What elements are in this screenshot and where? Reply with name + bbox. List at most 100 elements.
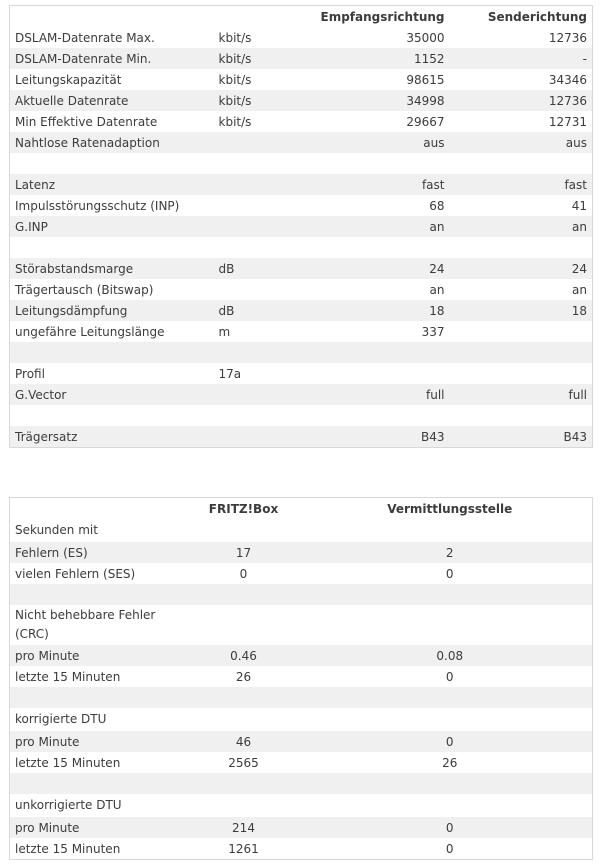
- stat-row: pro Minute 0.46 0.08: [9, 645, 593, 666]
- row-label: DSLAM-Datenrate Min.: [15, 51, 152, 66]
- fritzbox-value: 46: [235, 734, 252, 749]
- rx-value: B43: [420, 429, 445, 444]
- group-heading: unkorrigierte DTU: [15, 798, 122, 812]
- unit: [214, 132, 304, 153]
- empty-cell: [308, 794, 593, 817]
- rx-value: 98615: [406, 72, 445, 87]
- group-heading: Nicht behebbare Fehler (CRC): [15, 608, 156, 641]
- line-stats-table: Empfangsrichtung Senderichtung DSLAM-Dat…: [9, 5, 593, 448]
- tx-value: 34346: [548, 72, 587, 87]
- empty-cell: [180, 519, 308, 542]
- group-heading-row: Nicht behebbare Fehler (CRC): [10, 605, 593, 645]
- tx-value: 18: [571, 303, 587, 318]
- rx-value: 18: [429, 303, 445, 318]
- tx-value: full: [568, 387, 588, 402]
- header-cell: [214, 6, 304, 28]
- row-label: DSLAM-Datenrate Max.: [15, 30, 155, 45]
- exchange-value: 2: [445, 545, 454, 560]
- tx-value: [450, 321, 593, 342]
- stat-row: ungefähre Leitungslänge m 337: [10, 321, 593, 342]
- rx-value: 24: [429, 261, 445, 276]
- spacer-row: [10, 237, 593, 258]
- rx-value: fast: [421, 177, 445, 192]
- unit: [214, 174, 304, 195]
- unit: kbit/s: [218, 51, 252, 66]
- row-label: Latenz: [15, 177, 56, 192]
- row-label: Störabstandsmarge: [15, 261, 134, 276]
- unit: [214, 279, 304, 300]
- fritzbox-value: 2565: [228, 755, 259, 770]
- row-label: Nahtlose Ratenadaption: [15, 135, 160, 150]
- row-label: G.INP: [15, 219, 48, 234]
- group-heading-row: korrigierte DTU: [10, 708, 593, 731]
- unit: [214, 195, 304, 216]
- tx-value: an: [572, 219, 587, 234]
- error-stats-table: FRITZ!Box Vermittlungsstelle Sekunden mi…: [9, 497, 593, 860]
- exchange-value: 0: [445, 734, 454, 749]
- stat-row: DSLAM-Datenrate Max. kbit/s 35000 12736: [10, 27, 593, 48]
- rx-value: 337: [421, 324, 445, 339]
- spacer-row: [9, 342, 593, 363]
- empty-cell: [180, 794, 308, 817]
- exchange-value: 0: [445, 820, 454, 835]
- row-label: Trägertausch (Bitswap): [15, 282, 154, 297]
- row-label: Min Effektive Datenrate: [15, 114, 158, 129]
- unit: dB: [218, 303, 235, 318]
- unit: [214, 216, 304, 237]
- rx-value: full: [426, 387, 445, 402]
- unit: [214, 426, 304, 448]
- tx-value: B43: [563, 429, 587, 444]
- fritzbox-value: 26: [235, 669, 252, 684]
- header-cell: Empfangsrichtung: [320, 9, 445, 24]
- stat-row: pro Minute 214 0: [9, 817, 593, 838]
- rx-value: an: [429, 219, 445, 234]
- empty-cell: [180, 708, 308, 731]
- spacer-cell: [10, 405, 593, 426]
- header-cell: [10, 6, 214, 28]
- row-label: Leitungsdämpfung: [15, 303, 128, 318]
- stat-row: DSLAM-Datenrate Min. kbit/s 1152 -: [9, 48, 593, 69]
- stat-row: Latenz fast fast: [9, 174, 593, 195]
- row-label: Leitungskapazität: [15, 72, 122, 87]
- rx-value: 1152: [413, 51, 445, 66]
- rx-value: [304, 363, 450, 384]
- group-heading: korrigierte DTU: [15, 712, 107, 726]
- row-label: Trägersatz: [15, 429, 78, 444]
- rx-value: 34998: [406, 93, 445, 108]
- stat-row: letzte 15 Minuten 2565 26: [10, 752, 593, 773]
- tx-value: fast: [564, 177, 587, 192]
- fritzbox-value: 1261: [228, 841, 259, 856]
- row-label: pro Minute: [15, 734, 80, 749]
- exchange-value: 0: [445, 566, 454, 581]
- header-cell: [10, 498, 180, 520]
- tx-value: -: [582, 51, 587, 66]
- rx-value: aus: [423, 135, 445, 150]
- fritzbox-value: 17: [235, 545, 252, 560]
- rx-value: 35000: [406, 30, 445, 45]
- rx-value: 29667: [406, 114, 445, 129]
- unit: kbit/s: [218, 72, 252, 87]
- unit: kbit/s: [218, 114, 252, 129]
- unit: kbit/s: [218, 93, 252, 108]
- header-cell: Senderichtung: [487, 9, 587, 24]
- stat-row: Störabstandsmarge dB 24 24: [9, 258, 593, 279]
- spacer-cell: [10, 342, 593, 363]
- stat-row: Trägersatz B43 B43: [9, 426, 593, 448]
- spacer-row: [10, 153, 593, 174]
- unit: kbit/s: [218, 30, 252, 45]
- stat-row: Nahtlose Ratenadaption aus aus: [9, 132, 593, 153]
- stat-row: Trägertausch (Bitswap) an an: [10, 279, 593, 300]
- stat-row: G.INP an an: [9, 216, 593, 237]
- rx-value: an: [429, 282, 445, 297]
- unit: 17a: [218, 366, 242, 381]
- rx-value: 68: [429, 198, 445, 213]
- empty-cell: [308, 605, 593, 645]
- exchange-value: 0: [445, 669, 454, 684]
- tx-value: 12736: [548, 93, 587, 108]
- row-label: Impulsstörungsschutz (INP): [15, 198, 180, 213]
- row-label: letzte 15 Minuten: [15, 669, 121, 684]
- stat-row: Leitungskapazität kbit/s 98615 34346: [10, 69, 593, 90]
- stat-row: vielen Fehlern (SES) 0 0: [10, 563, 593, 584]
- empty-cell: [308, 519, 593, 542]
